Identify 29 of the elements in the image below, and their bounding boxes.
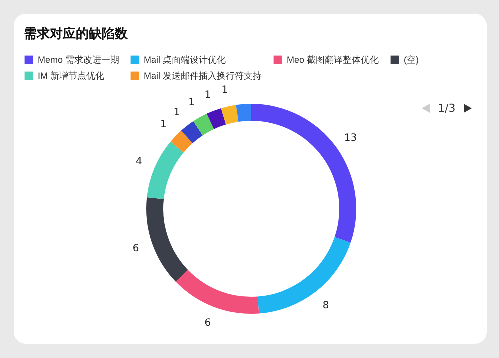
data-label: 1: [222, 84, 228, 96]
donut-slice: [221, 105, 239, 125]
donut-slice: [252, 104, 356, 243]
donut-slice: [206, 108, 226, 130]
data-label: 1: [160, 119, 167, 130]
donut-slice: [194, 114, 214, 136]
donut-slice: [181, 121, 203, 144]
text: 1/3: [438, 102, 456, 115]
data-label: 6: [132, 243, 140, 254]
data-label: 1: [188, 98, 195, 109]
legend-label: IM 新增节点优化: [38, 71, 104, 81]
donut-slice: [170, 130, 193, 153]
donut-slice: [146, 198, 188, 282]
donut-slice: [147, 142, 184, 200]
data-label: 6: [204, 318, 212, 329]
data-label: 4: [136, 156, 142, 168]
data-label: 13: [344, 133, 358, 144]
donut-slice: [258, 237, 351, 314]
legend-label: (空): [404, 55, 419, 65]
data-label: 8: [322, 300, 330, 312]
donut-slice: [236, 104, 252, 122]
chart-title: 需求对应的缺陷数: [24, 26, 129, 42]
data-label: 1: [204, 90, 212, 102]
data-label: 1: [174, 107, 180, 118]
legend-label: Mail 桌面端设计优化: [144, 55, 226, 65]
donut-slice: [176, 270, 260, 314]
legend-label: Mail 发送邮件插入换行符支持: [144, 71, 262, 81]
legend-label: Memo 需求改进一期: [38, 55, 120, 65]
legend-label: Meo 截图翻译整体优化: [287, 55, 380, 65]
